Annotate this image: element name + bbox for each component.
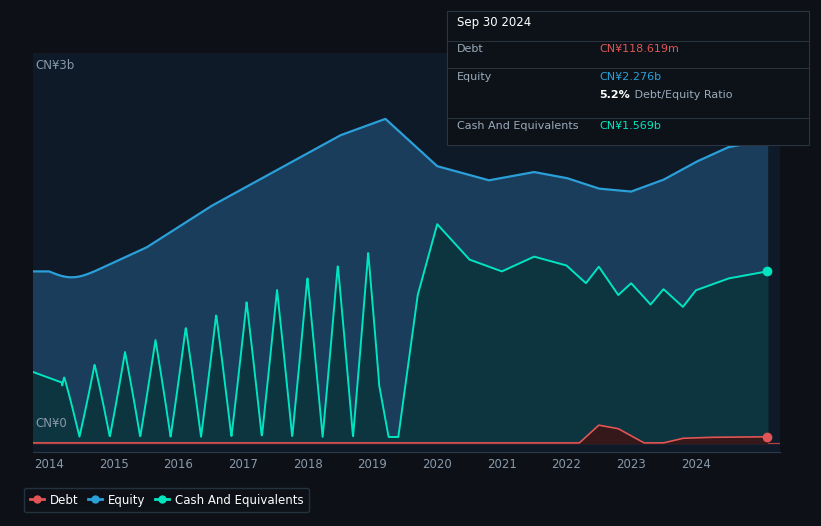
Text: Debt/Equity Ratio: Debt/Equity Ratio (631, 90, 732, 100)
Text: Cash And Equivalents: Cash And Equivalents (457, 121, 579, 131)
Text: CN¥3b: CN¥3b (35, 58, 75, 72)
Text: CN¥2.276b: CN¥2.276b (599, 72, 662, 82)
Text: CN¥1.569b: CN¥1.569b (599, 121, 661, 131)
Text: CN¥118.619m: CN¥118.619m (599, 44, 679, 54)
Legend: Debt, Equity, Cash And Equivalents: Debt, Equity, Cash And Equivalents (24, 488, 310, 512)
Text: 5.2%: 5.2% (599, 90, 630, 100)
Text: Sep 30 2024: Sep 30 2024 (457, 16, 531, 29)
Text: Debt: Debt (457, 44, 484, 54)
Text: Equity: Equity (457, 72, 493, 82)
Text: CN¥0: CN¥0 (35, 417, 67, 430)
